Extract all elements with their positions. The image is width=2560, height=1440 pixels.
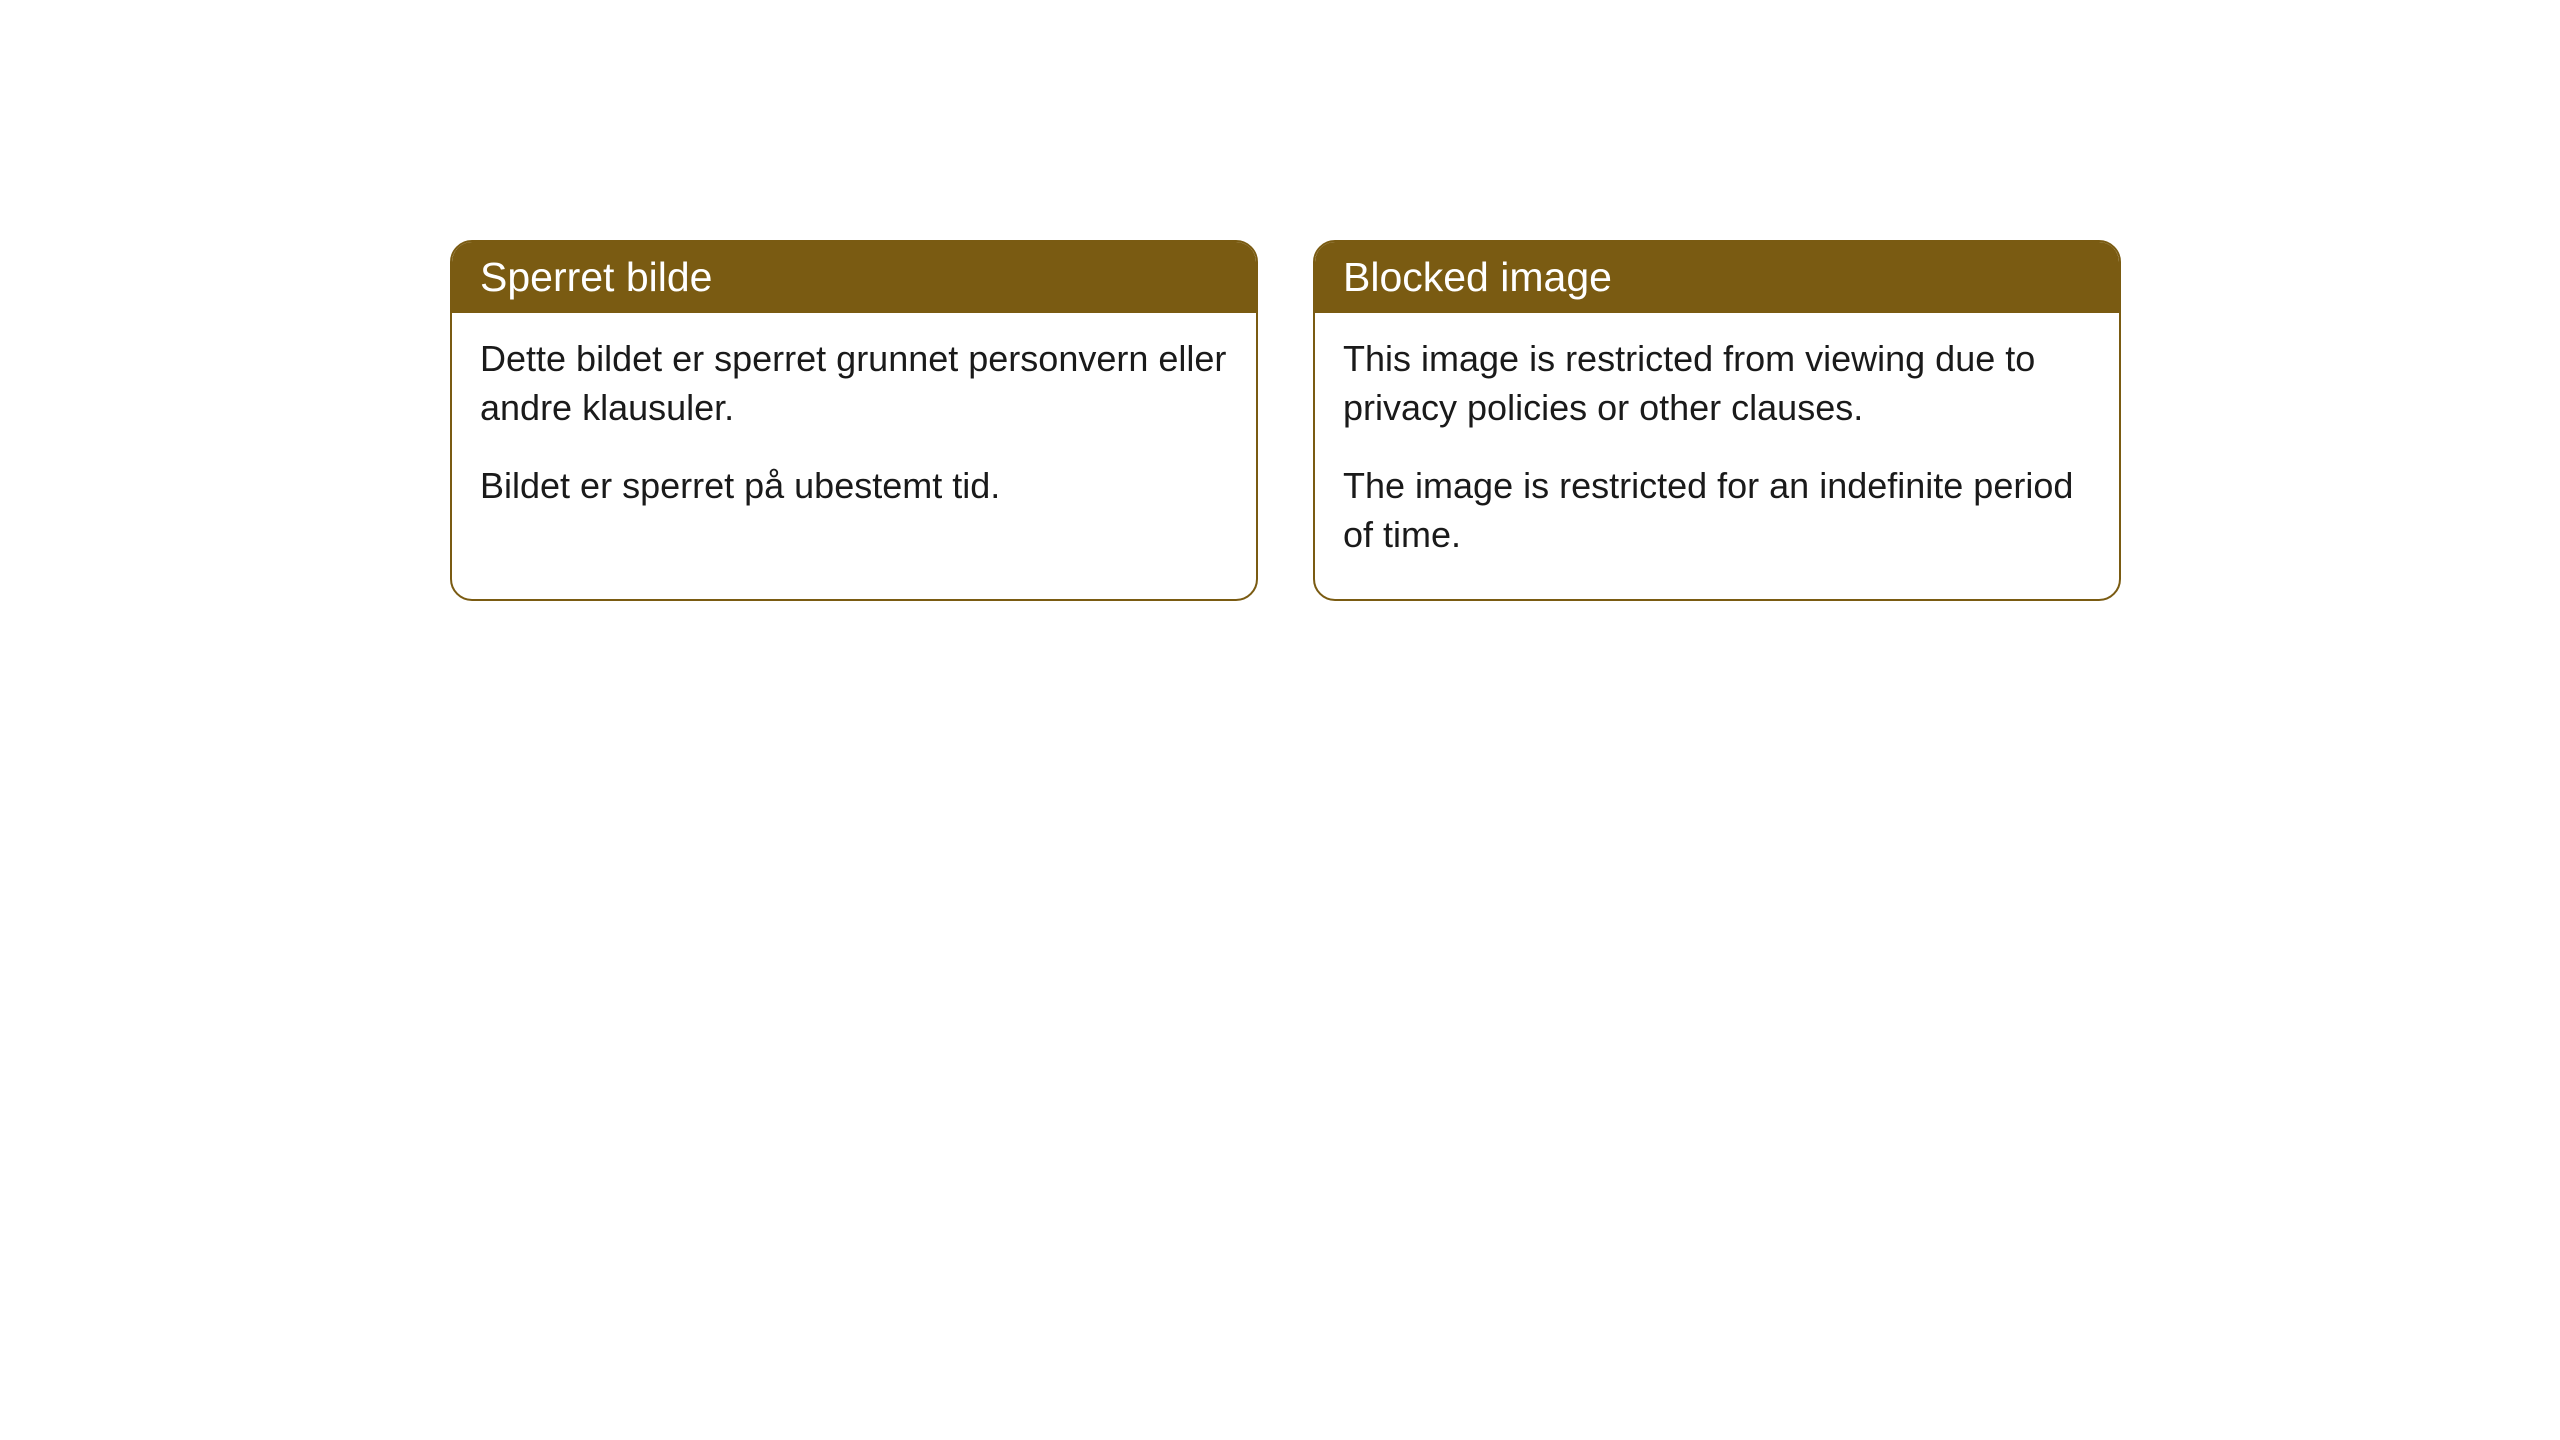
card-body-english: This image is restricted from viewing du… — [1315, 313, 2119, 599]
card-header-norwegian: Sperret bilde — [452, 242, 1256, 313]
card-norwegian: Sperret bilde Dette bildet er sperret gr… — [450, 240, 1258, 601]
card-header-english: Blocked image — [1315, 242, 2119, 313]
card-paragraph: The image is restricted for an indefinit… — [1343, 462, 2091, 559]
card-body-norwegian: Dette bildet er sperret grunnet personve… — [452, 313, 1256, 551]
card-paragraph: Dette bildet er sperret grunnet personve… — [480, 335, 1228, 432]
card-english: Blocked image This image is restricted f… — [1313, 240, 2121, 601]
card-paragraph: This image is restricted from viewing du… — [1343, 335, 2091, 432]
cards-container: Sperret bilde Dette bildet er sperret gr… — [450, 240, 2121, 601]
card-paragraph: Bildet er sperret på ubestemt tid. — [480, 462, 1228, 511]
